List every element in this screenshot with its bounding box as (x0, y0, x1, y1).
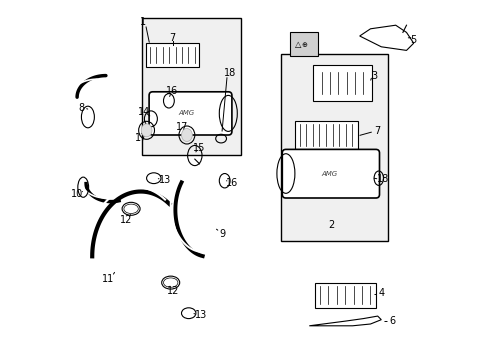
Polygon shape (359, 25, 413, 50)
Text: 6: 6 (389, 316, 395, 327)
Text: 12: 12 (120, 215, 132, 225)
Text: $\oplus$: $\oplus$ (301, 40, 308, 49)
Text: 3: 3 (370, 71, 376, 81)
Text: 1: 1 (140, 17, 146, 27)
Text: 17: 17 (134, 132, 147, 143)
FancyBboxPatch shape (145, 43, 199, 67)
FancyBboxPatch shape (294, 121, 357, 149)
Text: 18: 18 (376, 174, 388, 184)
Text: 13: 13 (158, 175, 170, 185)
Text: 14: 14 (137, 107, 149, 117)
Text: 13: 13 (194, 310, 206, 320)
Text: 4: 4 (378, 288, 384, 298)
Text: 9: 9 (219, 229, 225, 239)
Text: $\triangle$: $\triangle$ (292, 39, 302, 50)
FancyBboxPatch shape (289, 32, 318, 56)
FancyBboxPatch shape (149, 92, 231, 135)
Text: 2: 2 (327, 220, 333, 230)
FancyBboxPatch shape (312, 65, 371, 101)
Text: 10: 10 (71, 189, 83, 199)
FancyBboxPatch shape (282, 149, 379, 198)
Ellipse shape (181, 129, 192, 141)
Polygon shape (309, 316, 381, 326)
Ellipse shape (141, 124, 152, 137)
FancyBboxPatch shape (314, 283, 375, 308)
Text: AMG: AMG (321, 171, 336, 176)
Text: 15: 15 (193, 143, 205, 153)
Text: 7: 7 (169, 33, 175, 43)
FancyBboxPatch shape (280, 54, 387, 241)
Text: 7: 7 (373, 126, 379, 136)
Text: 18: 18 (224, 68, 236, 78)
Text: 8: 8 (79, 103, 85, 113)
FancyBboxPatch shape (142, 18, 241, 155)
Text: 11: 11 (102, 274, 114, 284)
Text: 17: 17 (175, 122, 188, 132)
Text: 16: 16 (225, 177, 238, 188)
Text: AMG: AMG (179, 111, 195, 116)
Text: 5: 5 (410, 35, 416, 45)
Text: 16: 16 (166, 86, 178, 96)
Text: 12: 12 (167, 285, 179, 296)
